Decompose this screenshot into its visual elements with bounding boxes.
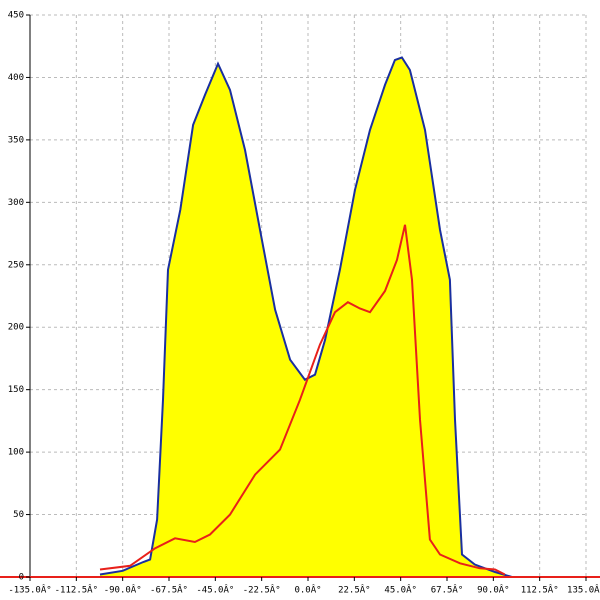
y-tick-label: 450 — [8, 11, 24, 21]
x-tick-label: -112.5Â° — [55, 584, 98, 596]
x-tick-label: 45.0Â° — [384, 584, 417, 596]
plot — [99, 56, 513, 578]
x-tick-label: 22.5Â° — [338, 584, 371, 596]
y-tick-label: 150 — [8, 385, 24, 395]
x-tick-label: -22.5Â° — [243, 584, 281, 596]
x-tick-label: 90.0Â° — [477, 584, 510, 596]
x-tick-label: -135.0Â° — [8, 584, 51, 596]
x-tick-label: 0.0Â° — [294, 584, 321, 596]
x-tick-label: -90.0Â° — [104, 584, 142, 596]
y-tick-label: 0 — [19, 573, 24, 583]
y-tick-label: 50 — [13, 510, 24, 520]
x-tick-label: 112.5Â° — [521, 584, 559, 596]
area — [100, 57, 512, 577]
x-tick-label: 135.0Â° — [567, 584, 600, 596]
x-tick-label: 67.5Â° — [431, 584, 464, 596]
line — [99, 224, 506, 576]
y-tick-label: 250 — [8, 260, 24, 270]
x-tick-label: -67.5Â° — [150, 584, 188, 596]
y-tick-label: 200 — [8, 323, 24, 333]
y-tick-label: 400 — [8, 73, 24, 83]
line — [99, 56, 513, 578]
tick-labels: 0 50 100 150 200 250 300 350 400 450 -135.0Â° -112.… — [8, 11, 600, 596]
y-tick-label: 350 — [8, 135, 24, 145]
y-tick-label: 100 — [8, 448, 24, 458]
x-tick-label: -45.0Â° — [196, 584, 234, 596]
y-tick-label: 300 — [8, 198, 24, 208]
